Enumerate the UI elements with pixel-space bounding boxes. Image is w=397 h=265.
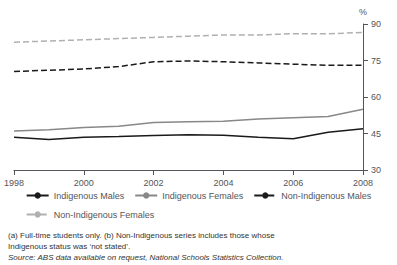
svg-text:Non-Indigenous Females: Non-Indigenous Females bbox=[54, 210, 155, 220]
svg-text:Indigenous Males: Indigenous Males bbox=[54, 191, 125, 201]
svg-text:Indigenous status was ‘not sta: Indigenous status was ‘not stated’. bbox=[8, 242, 130, 251]
svg-text:1998: 1998 bbox=[4, 178, 24, 188]
svg-text:Non-Indigenous Males: Non-Indigenous Males bbox=[281, 191, 372, 201]
svg-text:2002: 2002 bbox=[144, 178, 164, 188]
svg-text:60: 60 bbox=[371, 92, 381, 102]
svg-text:90: 90 bbox=[371, 19, 381, 29]
svg-text:(a) Full-time students only. (: (a) Full-time students only. (b) Non-Ind… bbox=[8, 231, 275, 240]
svg-text:45: 45 bbox=[371, 129, 381, 139]
svg-text:2006: 2006 bbox=[283, 178, 303, 188]
svg-text:2008: 2008 bbox=[353, 178, 373, 188]
svg-text:Source: ABS data available on: Source: ABS data available on request, N… bbox=[8, 253, 283, 262]
svg-text:30: 30 bbox=[371, 165, 381, 175]
svg-text:2004: 2004 bbox=[213, 178, 233, 188]
svg-text:75: 75 bbox=[371, 56, 381, 66]
svg-text:2000: 2000 bbox=[74, 178, 94, 188]
svg-text:Indigenous Females: Indigenous Females bbox=[162, 191, 244, 201]
svg-text:%: % bbox=[359, 7, 367, 17]
